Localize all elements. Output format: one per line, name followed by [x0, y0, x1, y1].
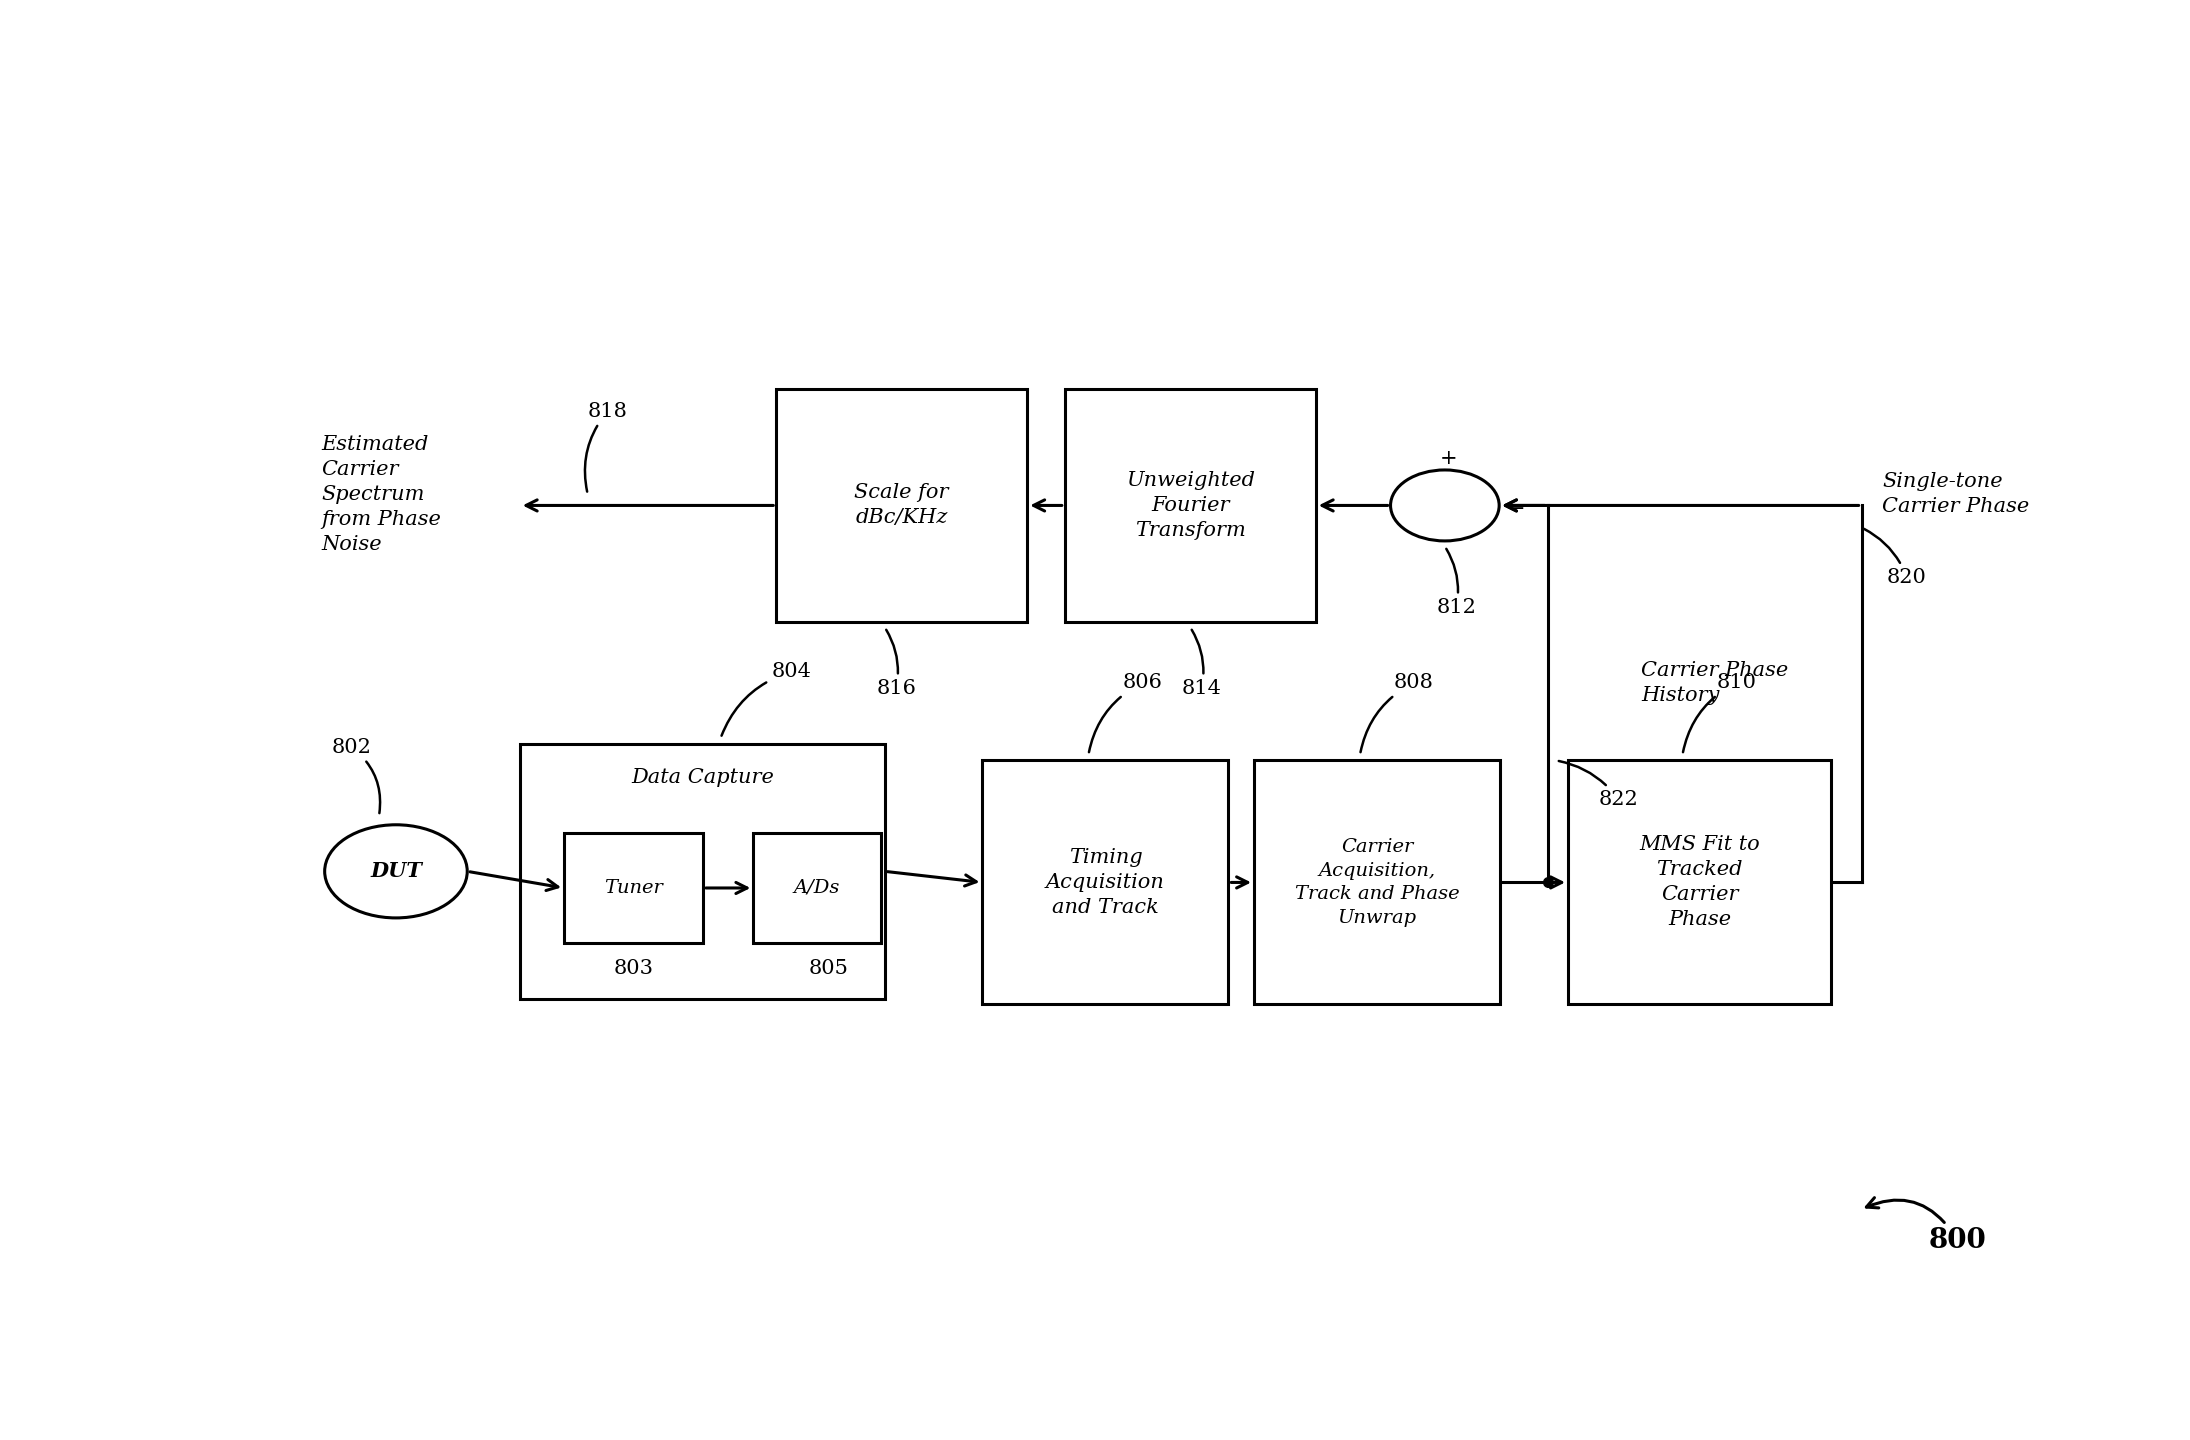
Text: 808: 808 [1360, 674, 1434, 752]
Text: Tuner: Tuner [604, 878, 664, 897]
Text: 822: 822 [1559, 760, 1638, 809]
Text: 802: 802 [331, 737, 381, 814]
Text: Scale for
dBc/KHz: Scale for dBc/KHz [854, 484, 948, 527]
Text: 800: 800 [1866, 1198, 1986, 1254]
Text: Timing
Acquisition
and Track: Timing Acquisition and Track [1047, 848, 1165, 917]
Text: DUT: DUT [370, 861, 423, 881]
Text: Data Capture: Data Capture [631, 768, 773, 786]
Text: Single-tone
Carrier Phase: Single-tone Carrier Phase [1881, 472, 2030, 517]
Text: Carrier Phase
History: Carrier Phase History [1640, 661, 1787, 704]
FancyBboxPatch shape [519, 744, 885, 999]
FancyBboxPatch shape [1568, 760, 1831, 1005]
Text: 814: 814 [1183, 629, 1222, 698]
Text: MMS Fit to
Tracked
Carrier
Phase: MMS Fit to Tracked Carrier Phase [1638, 835, 1761, 929]
FancyBboxPatch shape [775, 389, 1027, 622]
FancyBboxPatch shape [1255, 760, 1500, 1005]
Text: 803: 803 [613, 959, 653, 978]
Text: 804: 804 [721, 662, 810, 736]
FancyBboxPatch shape [565, 832, 703, 943]
Text: Estimated
Carrier
Spectrum
from Phase
Noise: Estimated Carrier Spectrum from Phase No… [322, 435, 440, 554]
Text: 805: 805 [808, 959, 848, 978]
Text: −: − [1507, 500, 1524, 520]
Text: +: + [1439, 449, 1456, 468]
FancyBboxPatch shape [983, 760, 1229, 1005]
Text: 810: 810 [1682, 674, 1756, 752]
Text: Unweighted
Fourier
Transform: Unweighted Fourier Transform [1126, 471, 1255, 540]
Text: 812: 812 [1437, 549, 1476, 616]
Circle shape [324, 825, 466, 917]
FancyBboxPatch shape [753, 832, 880, 943]
Text: 816: 816 [876, 629, 915, 698]
Text: 818: 818 [585, 402, 629, 491]
Circle shape [1391, 469, 1500, 541]
Text: 820: 820 [1864, 528, 1927, 588]
Text: A/Ds: A/Ds [793, 878, 841, 897]
Text: 806: 806 [1088, 674, 1163, 752]
FancyBboxPatch shape [1064, 389, 1316, 622]
Text: Carrier
Acquisition,
Track and Phase
Unwrap: Carrier Acquisition, Track and Phase Unw… [1294, 838, 1459, 927]
